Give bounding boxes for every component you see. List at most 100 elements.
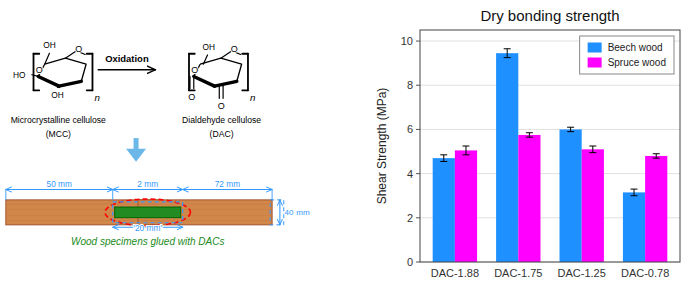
bar — [455, 150, 477, 262]
grid-line — [420, 85, 680, 86]
bars — [433, 49, 668, 262]
x-tick-label: DAC-1.75 — [494, 267, 542, 279]
bracket — [34, 89, 40, 91]
reaction-arrow — [98, 69, 155, 71]
atom-label: OH — [51, 90, 64, 100]
repeat-label: n — [250, 92, 255, 103]
legend-box — [580, 36, 674, 74]
chart-title: Dry bonding strength — [480, 7, 619, 24]
bar — [623, 192, 645, 262]
specimen-caption: Wood specimens glued with DACs — [71, 236, 224, 247]
bracket — [189, 89, 195, 91]
dimension-arrow — [113, 189, 183, 190]
wedge-bond — [59, 81, 81, 86]
error-bar — [567, 127, 574, 131]
bracket — [33, 54, 35, 91]
error-bar — [653, 154, 660, 158]
y-tick-label: 10 — [401, 35, 413, 47]
reaction-label: Oxidation — [105, 53, 149, 64]
x-tick-label: DAC-1.25 — [558, 267, 606, 279]
extension-line — [5, 189, 6, 199]
bond — [219, 86, 220, 98]
plot-frame — [420, 30, 680, 262]
bar — [645, 156, 667, 262]
error-bar — [631, 189, 638, 196]
dimension-arrow — [6, 189, 113, 190]
atom-label: O — [36, 65, 43, 75]
wood-grain — [8, 220, 158, 221]
legend: Beech wood Spruce wood — [580, 36, 674, 74]
error-bar — [589, 146, 596, 153]
x-tick-label: DAC-1.88 — [431, 267, 479, 279]
bracket — [188, 54, 190, 91]
wedge-bond — [38, 76, 59, 86]
compound-label: (DAC) — [210, 129, 234, 139]
bar — [433, 158, 455, 262]
diagram: OOOHOHHOnMicrocrystalline cellulose(MCC)… — [6, 40, 310, 247]
y-tick-label: 0 — [407, 256, 413, 268]
error-bar — [462, 146, 469, 155]
bracket — [87, 53, 93, 55]
compound-label: Dialdehyde cellulose — [182, 115, 261, 125]
atom-label: O — [191, 65, 198, 75]
compound-label: Microcrystalline cellulose — [11, 115, 106, 125]
bond — [45, 53, 50, 64]
y-tick-label: 8 — [407, 79, 413, 91]
bar — [582, 149, 604, 262]
process-arrow — [134, 138, 139, 150]
y-tick-label: 4 — [407, 168, 413, 180]
bar — [496, 53, 518, 262]
legend-swatch — [588, 58, 602, 68]
repeat-label: n — [94, 92, 99, 103]
legend-swatch — [588, 43, 602, 53]
figure: OOOHOHHOnMicrocrystalline cellulose(MCC)… — [0, 0, 688, 297]
y-tick-label: 6 — [407, 123, 413, 135]
height-box — [270, 200, 284, 225]
atom-label: O — [75, 44, 82, 54]
y-tick — [416, 217, 420, 218]
bracket — [87, 89, 93, 91]
plot-area — [420, 30, 680, 262]
dimension-label: 2 mm — [137, 179, 158, 189]
bracket — [34, 53, 40, 55]
error-bar — [504, 49, 511, 58]
dimension-arrow — [183, 189, 272, 190]
bracket — [247, 54, 249, 91]
bracket — [92, 54, 94, 91]
dimension-label: 40 — [285, 208, 294, 217]
bar-chart: 0 2 4 6 8 10 DAC-1.88 DAC-1.75 DAC-1.25 DAC-0.78 S… — [375, 7, 680, 279]
extension-line — [272, 189, 273, 199]
bond — [57, 86, 59, 87]
process-arrow-head — [126, 149, 146, 162]
wood-grain — [138, 220, 270, 221]
error-bar — [526, 133, 533, 137]
y-tick — [416, 129, 420, 130]
dimension-label: '20 mm' — [133, 223, 162, 233]
dimension-label: 50 mm — [47, 179, 73, 189]
bracket — [242, 53, 248, 55]
wedge-bond — [214, 81, 236, 86]
bar — [560, 129, 582, 262]
bond — [203, 55, 207, 64]
atom-label: HO — [13, 70, 26, 80]
legend-label: Beech wood — [608, 42, 663, 53]
ring — [194, 58, 242, 86]
atom-label: OH — [203, 42, 216, 52]
y-axis-label: Shear Strength (MPa) — [375, 88, 389, 205]
wood-grain — [8, 204, 158, 205]
atom-label: OH — [43, 40, 56, 50]
overlap-box — [113, 202, 183, 223]
legend-label: Spruce wood — [608, 57, 666, 68]
x-tick-label: DAC-0.78 — [621, 267, 669, 279]
atom-label: O — [231, 44, 238, 54]
dimension-label: 72 mm — [215, 179, 241, 189]
y-tick — [416, 262, 420, 263]
y-tick — [416, 85, 420, 86]
y-tick-label: 2 — [407, 212, 413, 224]
error-bar — [440, 155, 447, 162]
wedge-bond — [194, 76, 215, 86]
dimension-arrow — [279, 200, 280, 225]
bond — [223, 86, 224, 98]
grid-line — [420, 129, 680, 130]
dimension-label: mm — [296, 208, 310, 217]
